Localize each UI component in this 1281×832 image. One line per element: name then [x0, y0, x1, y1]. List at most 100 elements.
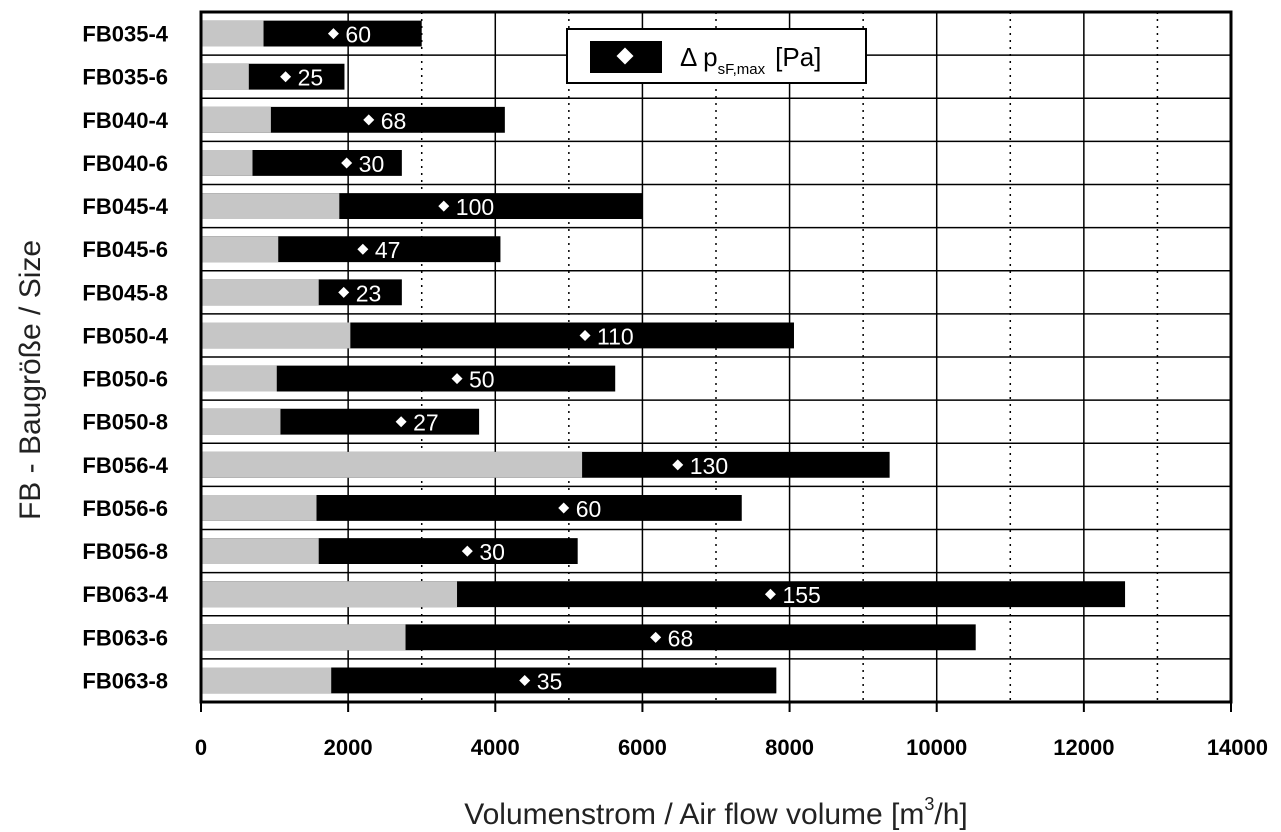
bar-group: 60 — [201, 20, 422, 48]
bar-min-segment — [201, 451, 583, 478]
legend-symbol: Δ p — [680, 42, 718, 72]
bar-marker — [357, 243, 369, 255]
bar-group: 23 — [201, 279, 402, 306]
bar-group: 110 — [201, 322, 794, 349]
bar-group: 30 — [201, 538, 578, 565]
bar-group: 50 — [201, 365, 616, 393]
bar-value-label: 30 — [479, 539, 505, 565]
bar-marker — [395, 416, 407, 428]
y-axis-title: FB - Baugröße / Size — [14, 240, 47, 520]
legend-marker-icon — [616, 47, 634, 65]
legend-label: Δ psF,max [Pa] — [680, 42, 821, 78]
y-tick-label: FB056-8 — [82, 539, 168, 564]
y-tick-label: FB045-4 — [82, 194, 168, 219]
x-axis-title-sup: 3 — [924, 794, 934, 814]
bar-min-segment — [201, 495, 317, 521]
bar-marker — [338, 286, 350, 298]
bar-marker — [363, 114, 375, 126]
y-tick-label: FB035-4 — [82, 22, 168, 47]
x-axis-title-main: Volumenstrom / Air flow volume [m — [464, 798, 924, 831]
bar-value-label: 35 — [537, 668, 563, 694]
bar-value-label: 110 — [597, 323, 634, 349]
bar-group: 155 — [201, 581, 1126, 608]
bar-value-label: 130 — [690, 453, 728, 479]
x-tick-label: 0 — [195, 735, 207, 760]
bar-value-label: 100 — [456, 194, 494, 220]
bar-marker — [451, 373, 463, 385]
y-tick-label: FB050-8 — [82, 410, 168, 435]
y-tick-label: FB050-4 — [82, 323, 168, 348]
bar-marker — [558, 502, 570, 514]
bar-value-label: 155 — [782, 582, 820, 608]
bar-marker — [461, 545, 473, 557]
y-tick-label: FB050-6 — [82, 367, 168, 392]
y-tick-label: FB045-6 — [82, 237, 168, 262]
bar-min-segment — [201, 624, 406, 651]
x-tick-label: 14000 — [1207, 735, 1268, 760]
x-axis-title-end: /h] — [934, 798, 967, 831]
bar-marker — [280, 71, 292, 83]
bar-group: 27 — [201, 408, 480, 436]
bar-value-label: 25 — [298, 65, 324, 91]
bar-marker — [341, 157, 353, 169]
x-tick-label: 12000 — [1053, 735, 1114, 760]
bar-group: 47 — [201, 236, 501, 263]
bar-value-label: 60 — [576, 496, 602, 522]
bar-min-segment — [201, 63, 249, 90]
bar-group: 25 — [201, 63, 345, 91]
bar-group: 100 — [201, 193, 643, 220]
bar-min-segment — [201, 322, 351, 349]
y-tick-label: FB063-8 — [82, 668, 168, 693]
x-axis-title: Volumenstrom / Air flow volume [m3/h] — [464, 794, 968, 831]
bar-min-segment — [201, 279, 319, 306]
y-tick-label: FB056-4 — [82, 453, 168, 478]
bar-min-segment — [201, 150, 253, 176]
bar-min-segment — [201, 538, 319, 564]
legend: Δ psF,max [Pa] — [566, 28, 867, 84]
bar-value-label: 60 — [345, 22, 371, 48]
y-tick-label: FB040-4 — [82, 108, 168, 133]
bar-min-segment — [201, 106, 271, 133]
bar-marker — [519, 674, 531, 686]
x-tick-label: 6000 — [618, 735, 667, 760]
bar-marker — [579, 329, 591, 341]
bar-marker — [764, 588, 776, 600]
y-tick-label: FB056-6 — [82, 496, 168, 521]
bar-marker — [438, 200, 450, 212]
bar-group: 130 — [201, 451, 890, 479]
bars-layer: 60 25 68 30 100 47 23 110 50 27 130 60 30 155 68 35 — [201, 20, 1126, 694]
x-tick-label: 2000 — [324, 735, 373, 760]
bar-group: 68 — [201, 624, 976, 651]
bar-min-segment — [201, 193, 340, 219]
bar-marker — [327, 28, 339, 40]
bar-min-segment — [201, 408, 281, 435]
bar-group: 35 — [201, 667, 777, 694]
bar-min-segment — [201, 667, 332, 694]
plot-frame — [199, 10, 1233, 704]
bar-min-segment — [201, 20, 264, 47]
bar-min-segment — [201, 236, 279, 263]
y-tick-label: FB063-6 — [82, 625, 168, 650]
bar-group: 30 — [201, 150, 402, 177]
bar-marker — [672, 459, 684, 471]
x-tick-labels: 0 2000 4000 6000 8000 10000 12000 14000 — [195, 702, 1268, 760]
bar-value-label: 50 — [469, 367, 495, 393]
x-tick-label: 4000 — [471, 735, 520, 760]
x-tick-label: 8000 — [765, 735, 814, 760]
bar-value-label: 68 — [381, 108, 407, 134]
bar-group: 68 — [201, 106, 505, 134]
bar-min-segment — [201, 365, 277, 392]
y-tick-label: FB063-4 — [82, 582, 168, 607]
y-tick-label: FB040-6 — [82, 151, 168, 176]
legend-subscript: sF,max — [718, 61, 766, 78]
bar-value-label: 23 — [356, 280, 382, 306]
bar-value-label: 27 — [413, 410, 439, 436]
bar-group: 60 — [201, 495, 742, 522]
bar-value-label: 47 — [375, 237, 401, 263]
legend-unit: [Pa] — [775, 42, 821, 72]
y-tick-label: FB035-6 — [82, 65, 168, 90]
bar-marker — [650, 631, 662, 643]
bar-value-label: 30 — [359, 151, 385, 177]
